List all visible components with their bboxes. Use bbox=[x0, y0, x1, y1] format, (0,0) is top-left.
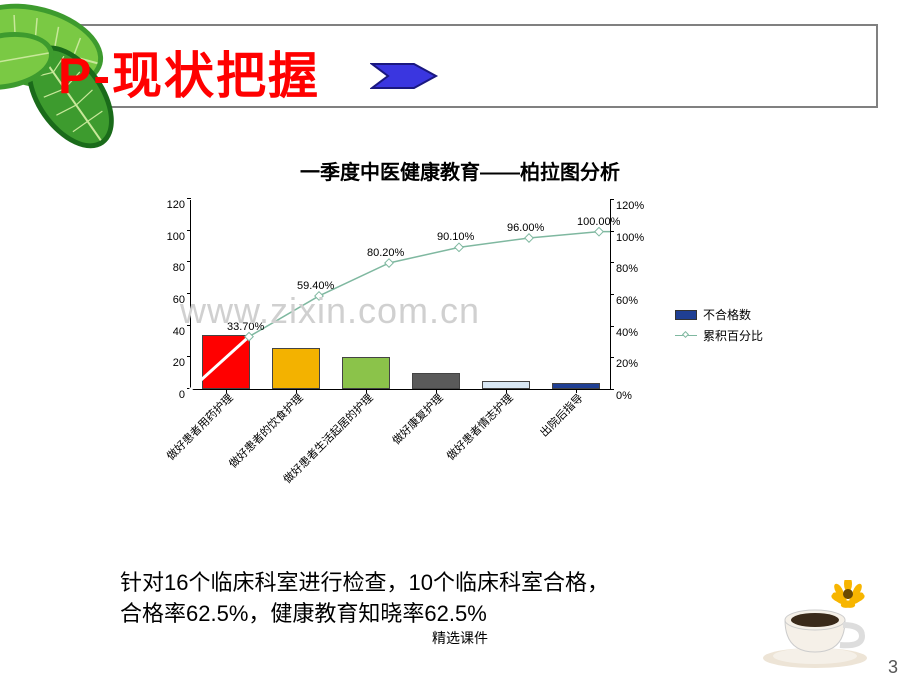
x-category-label: 做好患者用药护理 bbox=[119, 390, 236, 507]
legend-swatch-line bbox=[675, 335, 697, 336]
chart-legend: 不合格数 累积百分比 bbox=[675, 306, 763, 348]
legend-item-line: 累积百分比 bbox=[675, 327, 763, 344]
y1-tick: 100 bbox=[151, 231, 191, 243]
legend-label-line: 累积百分比 bbox=[703, 327, 763, 344]
y2-axis: 0%20%40%60%80%100%120% bbox=[610, 200, 611, 390]
legend-item-bars: 不合格数 bbox=[675, 306, 763, 323]
y1-tick: 0 bbox=[151, 389, 191, 401]
y2-tick: 60% bbox=[616, 295, 666, 307]
y2-tick: 100% bbox=[616, 232, 666, 244]
body-text: 针对16个临床科室进行检查，10个临床科室合格， 合格率62.5%，健康教育知晓… bbox=[120, 568, 609, 630]
y2-tick: 0% bbox=[616, 390, 666, 402]
legend-label-bars: 不合格数 bbox=[703, 306, 751, 323]
line-data-label: 80.20% bbox=[367, 247, 404, 259]
y1-tick: 20 bbox=[151, 357, 191, 369]
watermark-text: www.zixin.com.cn bbox=[180, 290, 480, 332]
y2-tick: 80% bbox=[616, 263, 666, 275]
y2-tick: 120% bbox=[616, 200, 666, 212]
line-data-label: 96.00% bbox=[507, 222, 544, 234]
page-title: P-现状把握 bbox=[58, 36, 320, 108]
y1-tick: 80 bbox=[151, 262, 191, 274]
y2-tick: 20% bbox=[616, 358, 666, 370]
page-number: 3 bbox=[888, 657, 898, 678]
y2-tick: 40% bbox=[616, 327, 666, 339]
pareto-chart: 020406080100120 0%20%40%60%80%100%120% 不… bbox=[130, 190, 790, 500]
body-text-line1: 针对16个临床科室进行检查，10个临床科室合格， bbox=[120, 568, 609, 599]
body-text-line2: 合格率62.5%，健康教育知晓率62.5% bbox=[120, 599, 609, 630]
y1-tick: 120 bbox=[151, 199, 191, 211]
coffee-cup-decoration bbox=[760, 580, 880, 670]
legend-swatch-bar bbox=[675, 310, 697, 320]
arrow-icon bbox=[370, 58, 440, 94]
line-data-label: 100.00% bbox=[577, 216, 620, 228]
arrow-path bbox=[372, 64, 436, 88]
line-data-label: 90.10% bbox=[437, 231, 474, 243]
